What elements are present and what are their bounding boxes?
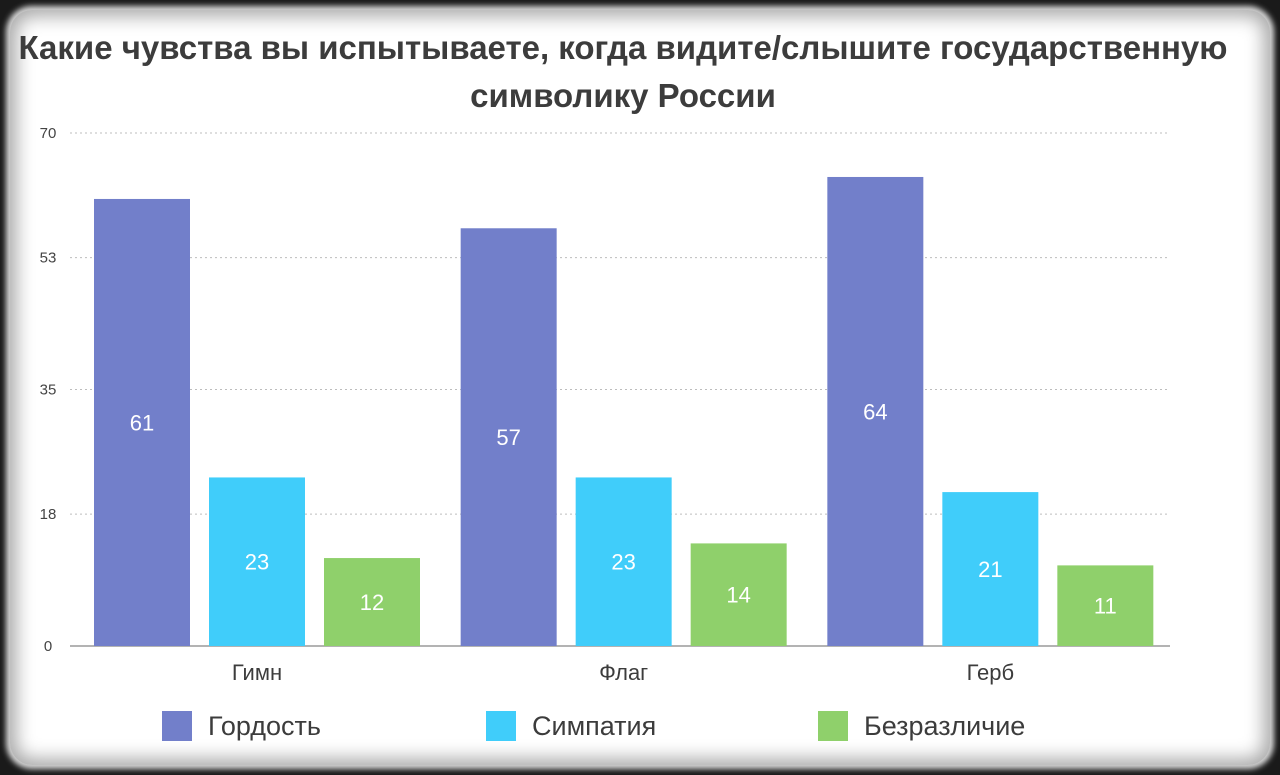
bar	[690, 543, 787, 646]
x-tick-label: Флаг	[599, 660, 648, 685]
data-label: 61	[130, 410, 154, 435]
chart-title: Какие чувства вы испытываете, когда види…	[18, 29, 1228, 114]
legend-swatch	[162, 711, 192, 741]
legend-label: Симпатия	[532, 710, 657, 741]
y-tick-label: 70	[40, 125, 57, 142]
legend-item-indifference: Безразличие	[818, 708, 1025, 744]
bar	[324, 558, 420, 646]
bar	[94, 198, 190, 646]
y-tick-label: 53	[40, 250, 57, 267]
data-label: 14	[726, 583, 750, 608]
legend: Гордость Симпатия Безразличие	[0, 708, 1280, 744]
data-label: 23	[611, 550, 635, 575]
legend-swatch	[486, 711, 516, 741]
data-label: 11	[1094, 594, 1117, 619]
x-tick-label: Герб	[967, 660, 1015, 685]
bar	[460, 228, 557, 646]
legend-item-sympathy: Симпатия	[486, 708, 656, 744]
y-tick-label: 35	[40, 382, 57, 399]
bar	[827, 176, 924, 646]
data-label: 23	[245, 550, 269, 575]
data-label: 12	[360, 590, 384, 615]
bar	[209, 477, 305, 646]
bar	[575, 477, 672, 646]
data-label: 21	[978, 557, 1002, 582]
legend-swatch	[818, 711, 848, 741]
legend-item-pride: Гордость	[162, 708, 321, 744]
data-label: 64	[863, 399, 887, 424]
legend-label: Безразличие	[864, 710, 1026, 741]
bar	[1057, 565, 1154, 646]
y-tick-label: 18	[40, 506, 57, 523]
y-tick-label: 0	[44, 638, 52, 655]
data-labels: 61 23 12 57 23 14 64 21 11	[130, 399, 1117, 618]
legend-label: Гордость	[208, 710, 321, 741]
y-axis-ticks: 0 18 35 53 70	[40, 125, 57, 655]
x-tick-label: Гимн	[232, 660, 282, 685]
bars	[94, 176, 1154, 646]
data-label: 57	[496, 425, 520, 450]
bar	[942, 492, 1039, 646]
x-axis-ticks: Гимн Флаг Герб	[232, 660, 1014, 685]
